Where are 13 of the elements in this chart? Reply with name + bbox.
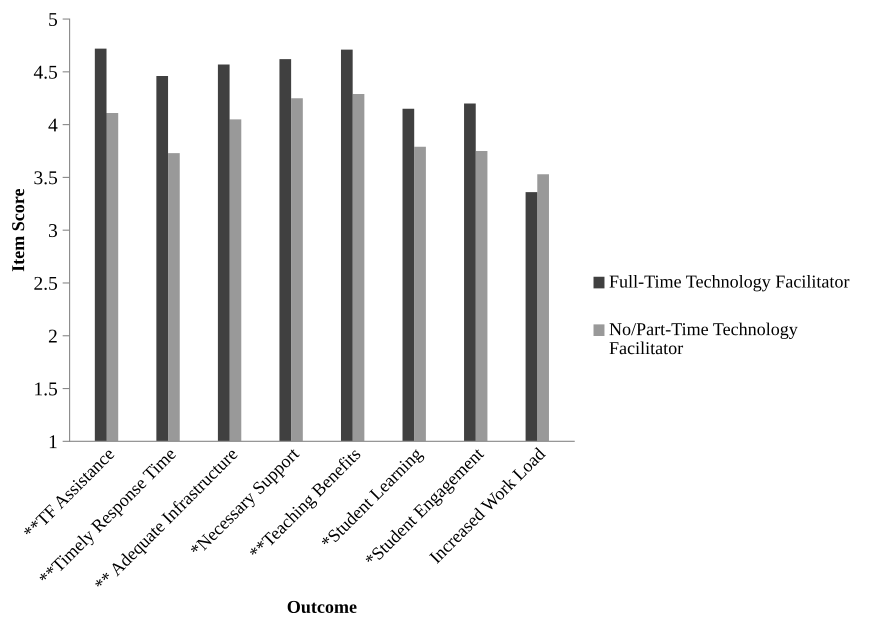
y-tick-label: 4.5 [34,66,58,79]
legend-label: No/Part-Time Technology Facilitator [610,322,798,354]
y-tick-label: 4 [48,118,58,132]
y-tick-label: 3 [49,224,58,238]
x-axis-title: Outcome [288,600,357,614]
y-tick-label: 2.5 [34,276,58,290]
y-tick-label: 5 [49,13,58,26]
y-tick-label: 1.5 [35,382,58,396]
legend-label: Full-Time Technology Facilitator [610,274,850,292]
y-tick-label: 2 [48,330,57,343]
y-axis-title: Item Score [12,188,24,272]
y-tick-label: 3.5 [34,171,58,184]
y-tick-label: 1 [50,435,57,448]
